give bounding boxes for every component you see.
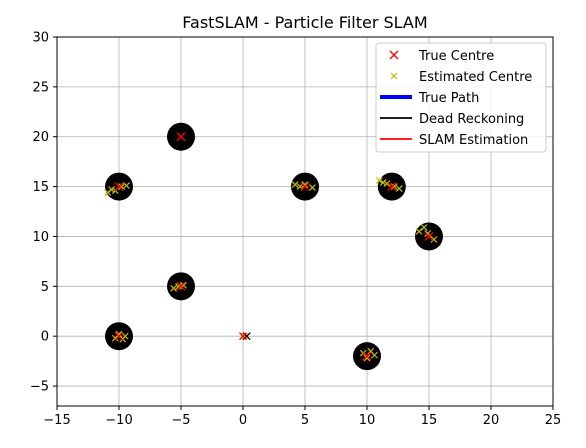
true-centre-point [114,331,124,341]
estimated-centre-point [118,183,125,191]
estimated-centre-point [420,224,428,231]
true-centre-point [114,182,124,192]
y-tick-label: 25 [32,80,49,95]
x-tick-label: 10 [359,413,376,428]
estimated-centre-point [301,181,309,189]
x-tick-label: 25 [545,413,562,428]
x-tick-label: 20 [483,413,500,428]
legend-label: True Centre [418,49,494,64]
estimated-centre-point [395,185,403,193]
x-tick-label: −10 [105,413,132,428]
estimated-centre-point [170,284,177,292]
legend-label: True Path [418,91,479,106]
estimated-centre-point [363,354,371,362]
x-tick-label: 15 [421,413,438,428]
true-path-start-marker [239,332,247,341]
x-tick-label: −15 [43,413,70,428]
estimated-centre-point [430,236,438,243]
y-tick-label: 5 [41,280,49,295]
axis-ticks: −15 −10 −5 0 5 10 15 20 25 −5 0 5 10 15 20 25 30 [30,31,561,429]
legend-handle-estimated-centre [390,72,398,80]
estimated-centre-point [240,332,248,340]
estimated-centre-point [296,183,304,191]
estimated-centre-point [375,177,383,185]
estimated-centre-point [371,351,378,359]
x-tick-label: −5 [171,413,190,428]
true-centre-point [424,231,434,241]
true-centre-point [300,182,310,192]
legend: True Centre Estimated Centre True Path Dead… [375,42,547,153]
legend-handle-true-centre [389,50,399,60]
chart-title: FastSLAM - Particle Filter SLAM [182,13,427,32]
y-tick-label: 15 [32,180,49,195]
y-tick-label: 20 [32,130,49,145]
estimated-centre-point [415,228,423,235]
estimated-centre-point [390,183,398,191]
legend-box [375,42,547,153]
true-centre-point [176,281,186,291]
true-centre-point [176,132,186,142]
y-tick-label: 10 [32,230,49,245]
x-tick-label: 0 [239,413,247,428]
true-centre-point [362,351,372,361]
y-tick-label: −5 [30,380,49,395]
estimated-centre-point [383,180,391,188]
estimated-centre-point [115,330,123,338]
estimated-centre-point [309,184,316,192]
estimated-centre-point [121,332,129,340]
markers [104,132,438,362]
dead-reckoning-start-marker [242,332,251,341]
legend-label: Dead Reckoning [419,112,524,127]
estimated-centre-point [291,181,299,189]
legend-label: Estimated Centre [419,70,532,85]
y-tick-label: 30 [32,31,49,46]
y-tick-label: 0 [41,330,49,345]
true-centre-point [387,182,397,192]
legend-label: SLAM Estimation [419,133,528,148]
x-tick-label: 5 [301,413,309,428]
